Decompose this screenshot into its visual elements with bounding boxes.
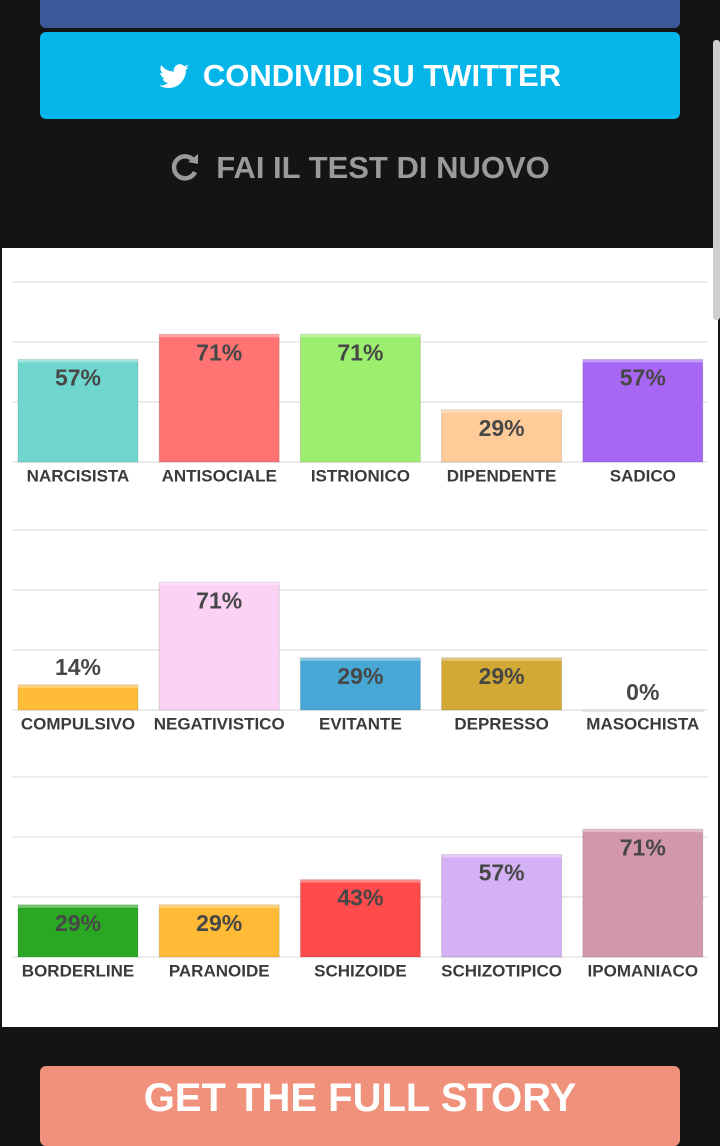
bar-highlight — [159, 582, 280, 586]
bar-highlight — [18, 684, 138, 688]
value-label: 71% — [337, 339, 383, 365]
retake-label: FAI IL TEST DI NUOVO — [216, 150, 550, 185]
bar — [441, 657, 563, 711]
category-label: IPOMANIACO — [588, 961, 699, 980]
refresh-icon — [171, 154, 199, 181]
value-label: 29% — [196, 910, 242, 936]
bar — [17, 904, 139, 958]
bar — [582, 358, 704, 463]
retake-button[interactable]: FAI IL TEST DI NUOVO — [0, 146, 720, 190]
bar-highlight — [582, 710, 703, 713]
bar — [582, 709, 704, 712]
value-label: 71% — [620, 834, 666, 860]
category-label: DIPENDENTE — [447, 466, 557, 485]
bar — [299, 879, 421, 958]
value-label: 29% — [337, 663, 383, 689]
category-label: DEPRESSO — [454, 714, 548, 733]
category-label: ISTRIONICO — [311, 466, 410, 485]
bar-highlight — [582, 829, 703, 833]
category-label: NEGATIVISTICO — [154, 714, 285, 733]
value-label: 57% — [479, 859, 525, 885]
category-label: COMPULSIVO — [21, 714, 135, 733]
value-label: 29% — [479, 663, 525, 689]
value-label: 57% — [55, 364, 101, 390]
category-label: SADICO — [610, 466, 676, 485]
bar — [17, 358, 139, 463]
bar-highlight — [159, 904, 280, 908]
bar — [158, 333, 280, 463]
category-label: EVITANTE — [319, 714, 402, 733]
value-label: 43% — [337, 885, 383, 911]
story-button[interactable]: GET THE FULL STORY — [40, 1066, 680, 1146]
bar — [582, 828, 704, 958]
bar-highlight — [441, 854, 562, 858]
bar — [441, 853, 563, 958]
category-label: PARANOIDE — [169, 961, 270, 980]
value-label: 29% — [479, 415, 525, 441]
bar — [158, 581, 280, 711]
bar-highlight — [18, 359, 138, 363]
category-label: SCHIZOIDE — [314, 961, 407, 980]
bar-highlight — [300, 334, 421, 338]
value-label: 0% — [626, 679, 659, 705]
value-label: 71% — [196, 587, 242, 613]
bar-highlight — [159, 334, 280, 338]
bar — [17, 684, 139, 711]
bar-highlight — [18, 904, 138, 908]
bar-highlight — [582, 359, 703, 363]
bar-highlight — [441, 409, 562, 413]
value-label: 29% — [55, 910, 101, 936]
facebook-button[interactable] — [40, 0, 680, 28]
twitter-label: CONDIVIDI SU TWITTER — [202, 58, 562, 93]
bar — [299, 657, 421, 711]
bar-highlight — [441, 657, 562, 661]
charts: 57% NARCISISTA 71% ANTISOCIALE 71% ISTRIONICO… — [12, 281, 708, 980]
twitter-button[interactable]: CONDIVIDI SU TWITTER — [40, 32, 680, 119]
category-label: MASOCHISTA — [586, 714, 699, 733]
results-panel: 57% NARCISISTA 71% ANTISOCIALE 71% ISTRIONICO… — [2, 248, 718, 1027]
bar-highlight — [300, 657, 421, 661]
category-label: BORDERLINE — [22, 961, 134, 980]
value-label: 57% — [620, 364, 666, 390]
bar — [441, 409, 563, 463]
story-label: GET THE FULL STORY — [143, 1076, 577, 1120]
category-label: ANTISOCIALE — [162, 466, 277, 485]
bar — [158, 904, 280, 958]
bar-highlight — [300, 879, 421, 883]
scrollbar — [713, 40, 720, 320]
twitter-icon — [158, 64, 189, 89]
value-label: 71% — [196, 339, 242, 365]
category-label: SCHIZOTIPICO — [441, 961, 562, 980]
bar — [299, 333, 421, 463]
category-label: NARCISISTA — [27, 466, 130, 485]
value-label: 14% — [55, 654, 101, 680]
